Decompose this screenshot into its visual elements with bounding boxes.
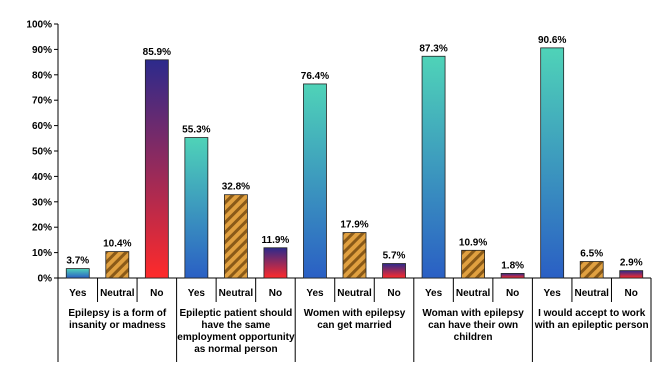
group-label: Women with epilepsy can get married	[304, 308, 406, 331]
x-tick-label: Yes	[188, 288, 206, 299]
data-label: 3.7%	[66, 256, 89, 267]
data-label: 6.5%	[580, 248, 603, 259]
bar-yes	[65, 268, 90, 279]
bar-no	[619, 270, 644, 279]
y-tick-label: 40%	[32, 172, 52, 183]
group-label-line: I would accept to work	[538, 308, 646, 319]
x-tick-label: Yes	[69, 288, 87, 299]
group-label: Epilepsy is a form of insanity or madness	[68, 308, 166, 331]
x-tick-label: Yes	[306, 288, 324, 299]
group-label-line: can get married	[317, 320, 391, 331]
group-label-line: can have their own	[428, 320, 518, 331]
group-label-line: Epilepsy is a form of	[68, 308, 166, 319]
x-tick-label: No	[150, 288, 163, 299]
data-label: 90.6%	[538, 35, 566, 46]
x-tick-label: No	[625, 288, 638, 299]
data-label: 11.9%	[262, 235, 290, 246]
group-label-line: employment opportunity	[177, 332, 295, 343]
y-tick-label: 90%	[32, 45, 52, 56]
bar-no	[382, 263, 406, 279]
bar-neutral	[342, 232, 367, 279]
group-label-line: Epileptic patient should	[180, 308, 293, 319]
x-tick-label: Yes	[544, 288, 562, 299]
bar-yes	[303, 83, 327, 279]
x-tick-label: No	[387, 288, 400, 299]
group-label: Epileptic patient should have the same emp…	[177, 308, 295, 355]
data-label: 10.4%	[103, 239, 131, 250]
y-tick-label: 80%	[32, 70, 52, 81]
bar-neutral	[105, 251, 130, 279]
x-tick-label: Neutral	[337, 288, 372, 299]
bar-no	[144, 59, 169, 279]
y-tick-label: 10%	[32, 248, 52, 259]
x-tick-label: Neutral	[100, 288, 135, 299]
bar-no	[500, 273, 525, 279]
x-tick-label: Neutral	[219, 288, 254, 299]
x-tick-label: Neutral	[456, 288, 491, 299]
group-label-line: children	[454, 332, 493, 343]
bar-neutral	[223, 194, 248, 279]
data-label: 2.9%	[620, 258, 643, 269]
bar-neutral	[579, 261, 604, 279]
data-label: 32.8%	[222, 182, 250, 193]
data-label: 76.4%	[301, 71, 329, 82]
group-label-line: Women with epilepsy	[304, 308, 406, 319]
bars	[65, 47, 644, 279]
group-label: I would accept to work with an epileptic …	[534, 308, 649, 331]
data-label: 87.3%	[419, 43, 447, 54]
data-label: 1.8%	[501, 260, 524, 271]
y-tick-label: 20%	[32, 223, 52, 234]
bar-yes	[421, 55, 446, 279]
y-tick-label: 0%	[38, 274, 53, 285]
data-label: 5.7%	[383, 251, 406, 262]
data-label: 85.9%	[143, 47, 171, 58]
data-label: 55.3%	[182, 125, 210, 136]
group-label-line: have the same	[201, 320, 270, 331]
bar-neutral	[461, 249, 486, 279]
x-tick-label: No	[506, 288, 519, 299]
y-tick-label: 60%	[32, 121, 52, 132]
group-label-line: insanity or madness	[69, 320, 166, 331]
labels: 3.7% Yes 10.4% Neutral 85.9% No Epilepsy is a …	[66, 35, 648, 355]
y-tick-label: 70%	[32, 96, 52, 107]
y-tick-label: 50%	[32, 147, 52, 158]
group-label-line: Woman with epilepsy	[422, 308, 524, 319]
bar-yes	[184, 137, 209, 279]
x-tick-label: Yes	[425, 288, 443, 299]
data-label: 17.9%	[340, 220, 368, 231]
y-tick-label: 30%	[32, 197, 52, 208]
data-label: 10.9%	[459, 237, 487, 248]
bar-yes	[540, 47, 565, 279]
group-label-line: as normal person	[194, 344, 277, 355]
group-label-line: with an epileptic person	[534, 320, 649, 331]
x-tick-label: No	[269, 288, 282, 299]
y-tick-label: 100%	[26, 20, 52, 31]
bar-no	[263, 247, 288, 279]
group-label: Woman with epilepsy can have their own chi…	[422, 308, 524, 343]
x-tick-label: Neutral	[574, 288, 609, 299]
